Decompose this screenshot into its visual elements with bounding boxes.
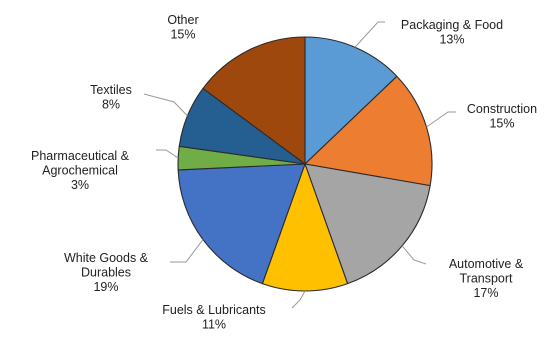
slice-label-text-automotive-and-transport: Automotive & (449, 257, 524, 271)
labels-layer: Packaging & Food13%Construction15%Automo… (31, 13, 537, 332)
leader-line-pharmaceutical-and-agrochemical (156, 149, 179, 159)
slice-label-text-other: Other (167, 13, 198, 27)
slice-percent-automotive-and-transport: 17% (473, 286, 498, 300)
slice-label-text-pharmaceutical-and-agrochemical: Agrochemical (42, 164, 118, 178)
leader-lines-layer (143, 21, 456, 309)
leader-line-fuels-and-lubricants (291, 290, 306, 309)
slice-label-text-textiles: Textiles (90, 83, 132, 97)
slice-percent-construction: 15% (489, 117, 514, 131)
slice-percent-white-goods-and-durables: 19% (93, 280, 118, 294)
slice-label-text-pharmaceutical-and-agrochemical: Pharmaceutical & (31, 149, 130, 163)
slices-layer (177, 36, 433, 292)
slice-percent-packaging-and-food: 13% (439, 33, 464, 47)
leader-line-automotive-and-transport (401, 245, 427, 265)
slice-percent-textiles: 8% (102, 98, 120, 112)
pie-slice-other (202, 36, 306, 165)
leader-line-white-goods-and-durables (170, 239, 204, 263)
slice-label-text-automotive-and-transport: Transport (459, 272, 513, 286)
leader-line-textiles (143, 93, 188, 117)
slice-label-text-construction: Construction (467, 102, 537, 116)
pie-slice-automotive-and-transport (304, 163, 431, 285)
pie-slice-construction (304, 75, 433, 187)
pie-slice-packaging-and-food (304, 36, 398, 165)
slice-label-text-white-goods-and-durables: Durables (81, 266, 131, 280)
pie-slice-white-goods-and-durables (177, 163, 306, 285)
leader-line-construction (426, 111, 456, 128)
slice-label-text-packaging-and-food: Packaging & Food (401, 18, 503, 32)
slice-label-text-fuels-and-lubricants: Fuels & Lubricants (162, 303, 266, 317)
slice-percent-fuels-and-lubricants: 11% (202, 318, 226, 332)
slice-percent-pharmaceutical-and-agrochemical: 3% (71, 178, 89, 192)
leader-line-packaging-and-food (354, 21, 385, 48)
slice-label-text-white-goods-and-durables: White Goods & (64, 251, 149, 265)
slice-percent-other: 15% (170, 28, 195, 42)
